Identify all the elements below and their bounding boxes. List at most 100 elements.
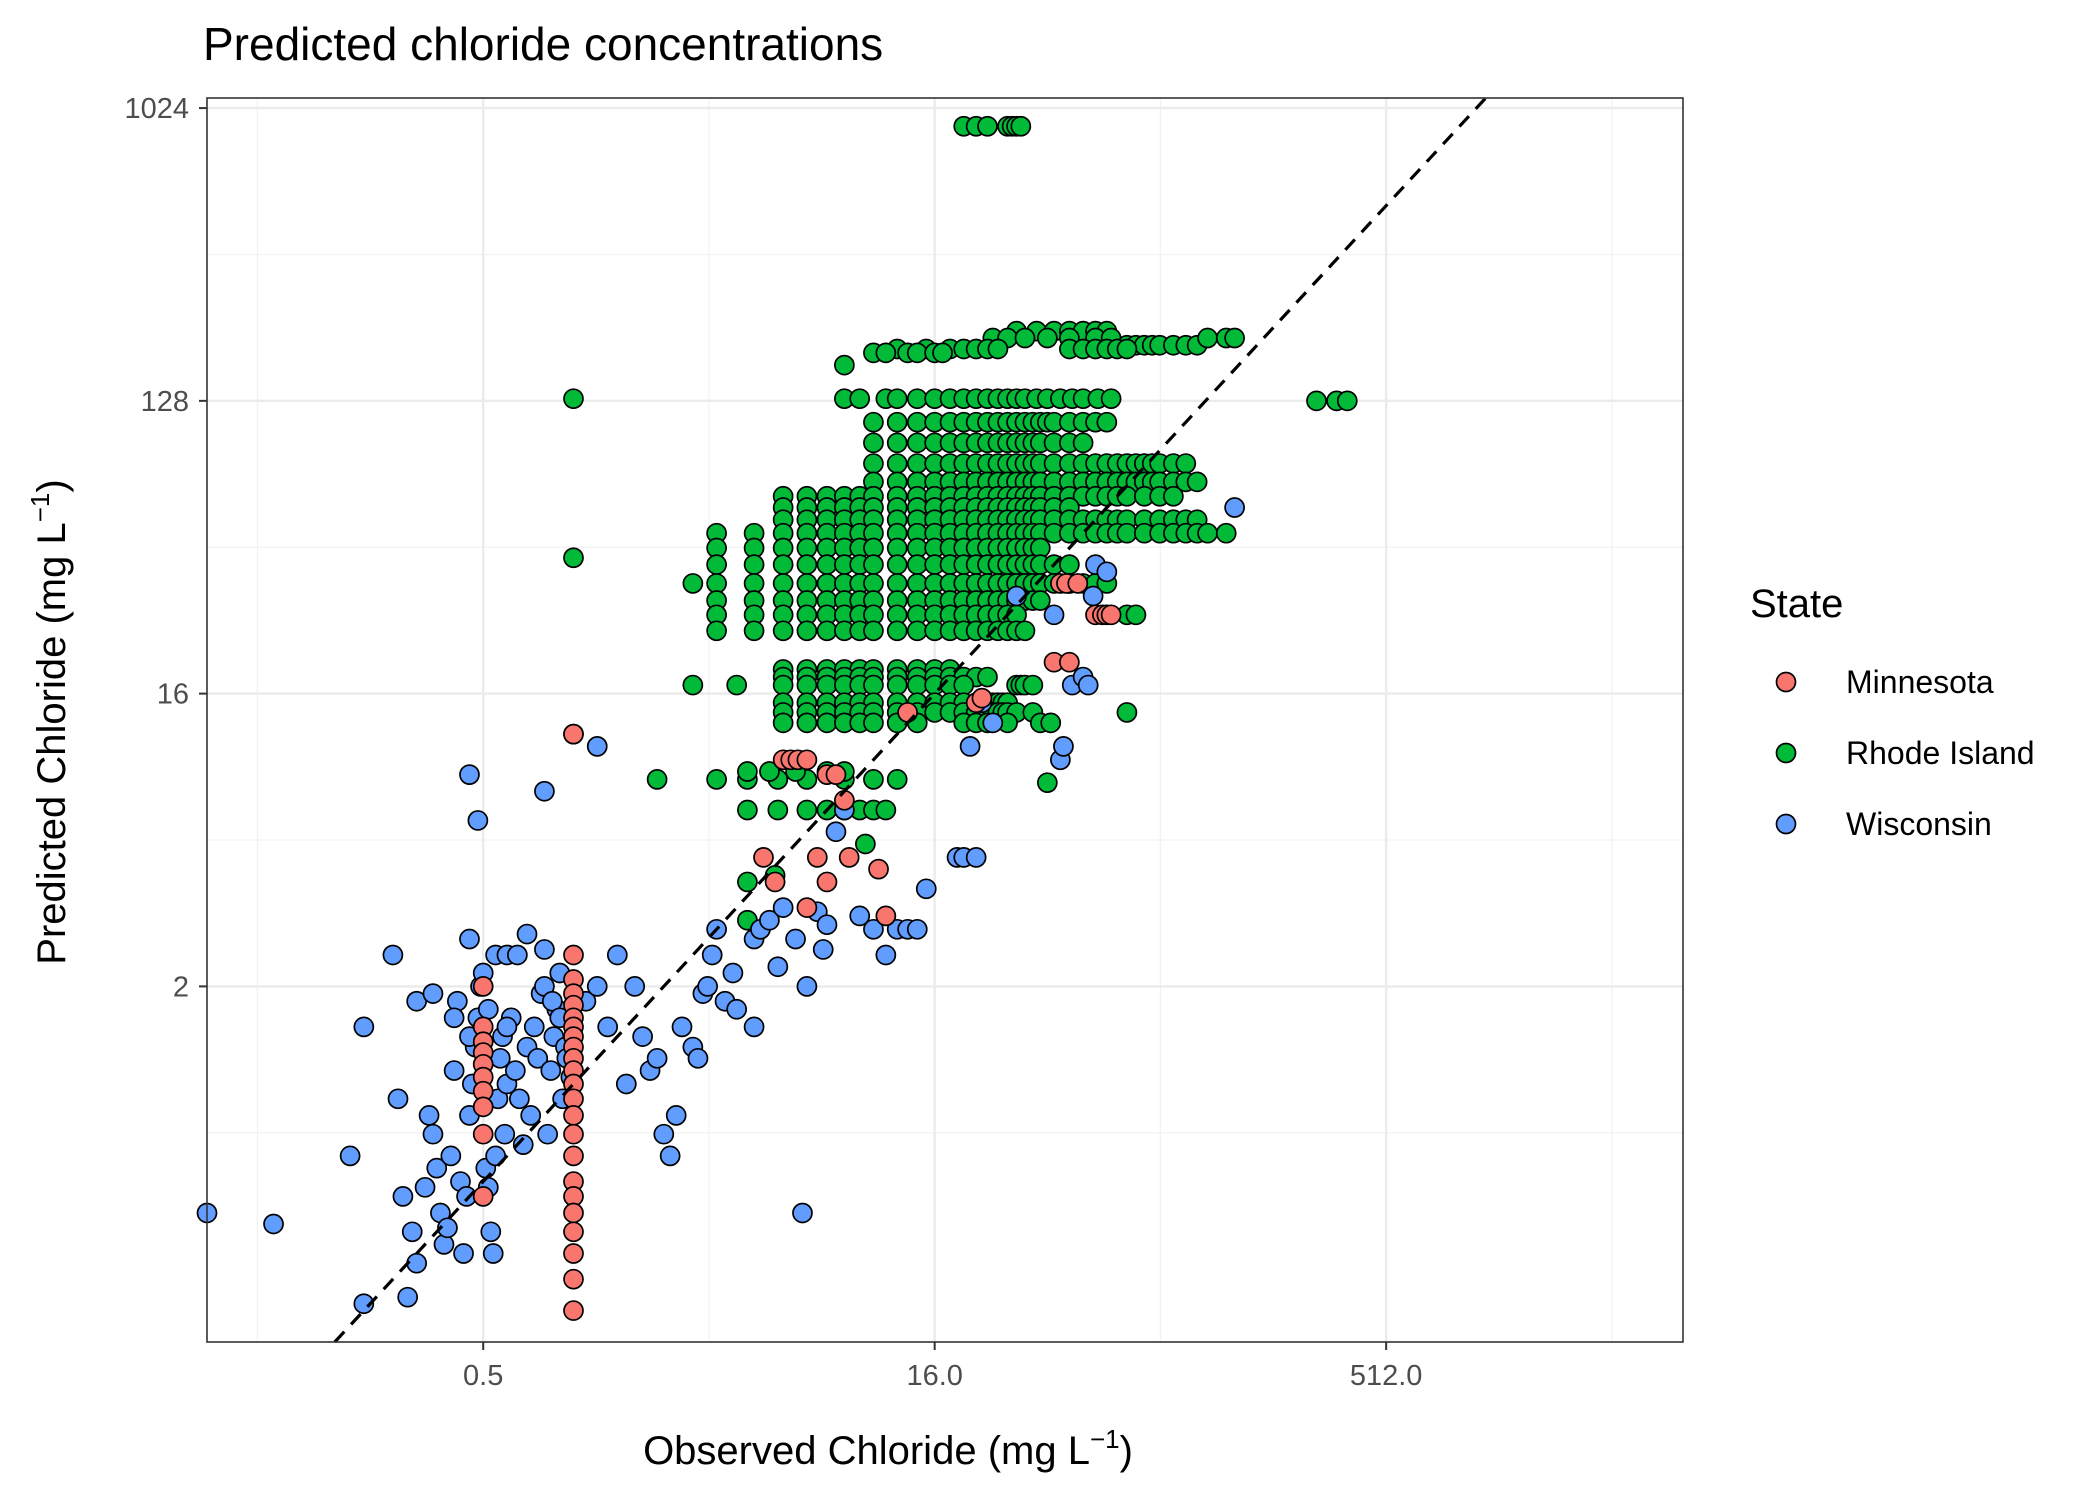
point-rhode-island xyxy=(849,388,871,410)
point-wisconsin xyxy=(796,976,818,997)
point-rhode-island xyxy=(863,573,884,594)
point-rhode-island xyxy=(953,674,975,696)
point-wisconsin xyxy=(792,1202,813,1224)
legend-key-rhode-island xyxy=(1775,742,1797,764)
point-minnesota xyxy=(816,871,838,893)
y-tick-label: 1024 xyxy=(124,93,189,125)
point-minnesota xyxy=(971,687,993,709)
point-rhode-island xyxy=(646,769,668,790)
point-rhode-island xyxy=(743,620,765,642)
point-rhode-island xyxy=(796,712,818,734)
point-rhode-island xyxy=(875,342,897,364)
point-wisconsin xyxy=(537,1123,558,1145)
point-rhode-island xyxy=(886,674,908,696)
point-wisconsin xyxy=(825,821,847,843)
point-rhode-island xyxy=(886,554,908,575)
point-wisconsin xyxy=(632,1026,653,1047)
point-minnesota xyxy=(563,1300,584,1321)
point-rhode-island xyxy=(1197,327,1218,349)
y-tick-label: 128 xyxy=(141,386,189,418)
point-wisconsin xyxy=(353,1016,375,1038)
point-rhode-island xyxy=(834,354,855,376)
point-rhode-island xyxy=(906,620,928,642)
point-wisconsin xyxy=(965,847,987,868)
point-wisconsin xyxy=(659,1145,681,1167)
data-points xyxy=(196,115,1358,1321)
point-rhode-island xyxy=(1014,620,1036,642)
point-minnesota xyxy=(897,702,918,723)
point-rhode-island xyxy=(906,554,928,575)
point-wisconsin xyxy=(615,1073,637,1095)
point-wisconsin xyxy=(418,1105,440,1126)
point-wisconsin xyxy=(534,780,555,802)
point-wisconsin xyxy=(1224,497,1245,518)
point-wisconsin xyxy=(507,944,528,966)
point-wisconsin xyxy=(353,1293,375,1315)
point-rhode-island xyxy=(1029,590,1051,611)
point-wisconsin xyxy=(397,1286,419,1308)
point-wisconsin xyxy=(494,1123,516,1145)
point-wisconsin xyxy=(414,1176,436,1198)
point-minnesota xyxy=(472,1123,494,1145)
point-wisconsin xyxy=(1082,585,1104,607)
point-wisconsin xyxy=(687,1047,709,1069)
y-tick-label: 16 xyxy=(157,679,189,711)
point-rhode-island xyxy=(706,620,727,642)
point-rhode-island xyxy=(682,573,704,594)
y-axis-unit-prefix: (mg L xyxy=(30,522,74,624)
chart-title: Predicted chloride concentrations xyxy=(203,18,883,70)
point-wisconsin xyxy=(982,712,1004,734)
point-wisconsin xyxy=(459,764,480,785)
point-wisconsin xyxy=(496,1016,518,1038)
point-rhode-island xyxy=(726,674,748,696)
point-rhode-island xyxy=(816,573,838,594)
point-wisconsin xyxy=(437,1217,458,1239)
point-wisconsin xyxy=(722,962,744,984)
point-wisconsin xyxy=(482,1243,504,1264)
point-wisconsin xyxy=(440,1145,462,1167)
legend-key-wisconsin xyxy=(1775,813,1797,835)
point-wisconsin xyxy=(785,928,806,950)
point-wisconsin xyxy=(665,1105,687,1126)
point-wisconsin xyxy=(480,1221,502,1243)
point-rhode-island xyxy=(767,799,789,821)
point-rhode-island xyxy=(772,674,794,696)
point-minnesota xyxy=(796,897,818,918)
point-rhode-island xyxy=(875,799,897,821)
point-wisconsin xyxy=(509,1088,530,1110)
point-rhode-island xyxy=(1036,772,1058,794)
point-wisconsin xyxy=(772,897,794,918)
point-wisconsin xyxy=(759,909,780,931)
point-wisconsin xyxy=(422,1123,444,1145)
point-rhode-island xyxy=(932,342,953,364)
point-rhode-island xyxy=(886,388,908,410)
point-minnesota xyxy=(563,1243,584,1264)
point-minnesota xyxy=(563,1202,584,1224)
point-wisconsin xyxy=(426,1157,448,1179)
point-rhode-island xyxy=(906,432,928,454)
point-wisconsin xyxy=(516,923,538,945)
point-wisconsin xyxy=(467,810,489,831)
point-rhode-island xyxy=(906,573,928,594)
point-minnesota xyxy=(875,905,897,927)
point-minnesota xyxy=(764,871,786,893)
point-wisconsin xyxy=(443,1007,465,1029)
point-minnesota xyxy=(563,1221,584,1243)
point-rhode-island xyxy=(816,712,838,734)
point-rhode-island xyxy=(1163,485,1184,507)
identity-reference-line xyxy=(333,96,1487,1344)
point-rhode-island xyxy=(1072,432,1094,454)
point-rhode-island xyxy=(863,712,884,734)
point-wisconsin xyxy=(505,1060,526,1081)
point-minnesota xyxy=(563,1145,584,1167)
point-wisconsin xyxy=(527,1047,549,1069)
x-axis-unit-exponent: −1 xyxy=(1090,1424,1120,1454)
point-rhode-island xyxy=(737,761,758,782)
point-rhode-island xyxy=(816,674,838,696)
point-rhode-island xyxy=(772,712,794,734)
point-rhode-island xyxy=(772,573,794,594)
point-wisconsin xyxy=(597,1016,619,1038)
x-tick-label: 512.0 xyxy=(1350,1360,1423,1392)
point-wisconsin xyxy=(382,944,404,966)
point-wisconsin xyxy=(453,1243,474,1264)
